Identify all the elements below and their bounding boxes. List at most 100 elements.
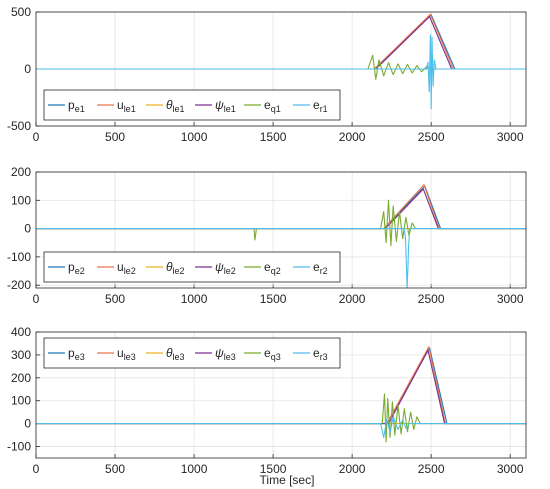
legend-label-subscript: r2 [320,266,328,276]
legend-label-base: e [264,260,271,274]
legend-label: ule1 [117,98,136,114]
legend-label-base: u [117,260,124,274]
legend-label-subscript: le3 [224,352,236,362]
x-tick-label: 0 [33,292,40,306]
x-tick-label: 2000 [339,462,366,476]
legend-label: ψle3 [215,346,236,362]
legend-label: ule2 [117,260,136,276]
legend-label-base: p [68,98,75,112]
legend-label-subscript: le1 [124,104,136,114]
legend-box [43,89,341,121]
x-tick-label: 3000 [497,292,524,306]
y-tick-label: -200 [7,278,31,292]
series-group [36,184,526,288]
x-tick-label: 1000 [181,292,208,306]
legend-label-subscript: le2 [124,266,136,276]
legend-label: pe2 [68,260,85,276]
legend-label-subscript: le1 [173,104,185,114]
x-tick-label: 1000 [181,462,208,476]
legend-label-base: θ [166,98,173,112]
legend-label-base: e [264,346,271,360]
x-tick-label: 1500 [260,130,287,144]
x-tick-label: 0 [33,462,40,476]
legend-label: pe1 [68,98,85,114]
legend-label-subscript: r3 [320,352,328,362]
legend-label: pe3 [68,346,85,362]
legend-box [43,251,341,283]
x-tick-label: 1500 [260,292,287,306]
legend-label-base: ψ [215,260,224,274]
series-group [36,346,526,443]
legend-label-subscript: le2 [173,266,185,276]
legend-label: eq2 [264,260,281,276]
legend-label-base: ψ [215,346,224,360]
y-tick-label: -100 [7,250,31,264]
legend-label: ψle1 [215,98,236,114]
y-tick-label: 0 [24,417,31,431]
axes-box [35,11,527,127]
legend-label-subscript: q2 [271,266,281,276]
legend-label-base: e [264,98,271,112]
series-group [36,13,526,110]
legend-label-base: θ [166,260,173,274]
x-tick-label: 500 [105,130,125,144]
legend: pe3 ule3 θle3 ψle3 eq3 er3 [43,337,341,369]
legend-label-base: u [117,346,124,360]
legend-label: er1 [313,98,328,114]
legend-label-subscript: e1 [75,104,85,114]
y-tick-label: -100 [7,440,31,454]
x-tick-label: 1000 [181,130,208,144]
y-tick-label: 400 [11,325,31,339]
legend-label-base: e [313,98,320,112]
y-tick-label: 0 [24,222,31,236]
x-tick-label: 2000 [339,292,366,306]
legend-label: θle3 [166,346,185,362]
legend-label: eq1 [264,98,281,114]
legend-label-base: θ [166,346,173,360]
legend-label: ule3 [117,346,136,362]
y-tick-label: 300 [11,348,31,362]
legend-label: θle2 [166,260,185,276]
y-tick-label: 200 [11,165,31,179]
series-line-e_r1 [36,34,526,110]
chart-panel-2: 0 500 1000 1500 2000 2500 30002001000-100-200p… [7,165,527,306]
y-tick-label: 100 [11,193,31,207]
x-tick-label: 3000 [497,130,524,144]
legend-label-subscript: le3 [173,352,185,362]
legend-label-base: p [68,260,75,274]
legend-label-base: p [68,346,75,360]
series-line-e_r3 [36,416,526,438]
x-tick-label: 1500 [260,462,287,476]
legend-box [43,337,341,369]
axes-box [35,171,527,289]
legend-label: er2 [313,260,328,276]
legend-label-subscript: le2 [224,266,236,276]
chart-panel-3: 0 500 1000 1500 2000 2500 30004003002001000-10… [7,325,527,476]
legend: pe1 ule1 θle1 ψle1 eq1 er1 [43,89,341,121]
legend-label-base: e [313,346,320,360]
legend: pe2 ule2 θle2 ψle2 eq2 er2 [43,251,341,283]
y-tick-label: -500 [7,119,31,133]
x-tick-label: 500 [105,292,125,306]
legend-label-subscript: le1 [224,104,236,114]
legend-label-subscript: r1 [320,104,328,114]
x-tick-label: 500 [105,462,125,476]
legend-label-subscript: q1 [271,104,281,114]
series-line-e_r2 [36,228,526,288]
axes-box [35,331,527,459]
legend-label-subscript: e2 [75,266,85,276]
x-tick-label: 3000 [497,462,524,476]
y-tick-label: 500 [11,5,31,19]
x-tick-label: 2500 [418,292,445,306]
legend-label-subscript: le3 [124,352,136,362]
x-tick-label: 0 [33,130,40,144]
y-tick-label: 0 [24,62,31,76]
legend-label-subscript: e3 [75,352,85,362]
legend-label-subscript: q3 [271,352,281,362]
y-tick-label: 100 [11,394,31,408]
legend-label: ψle2 [215,260,236,276]
legend-label-base: ψ [215,98,224,112]
